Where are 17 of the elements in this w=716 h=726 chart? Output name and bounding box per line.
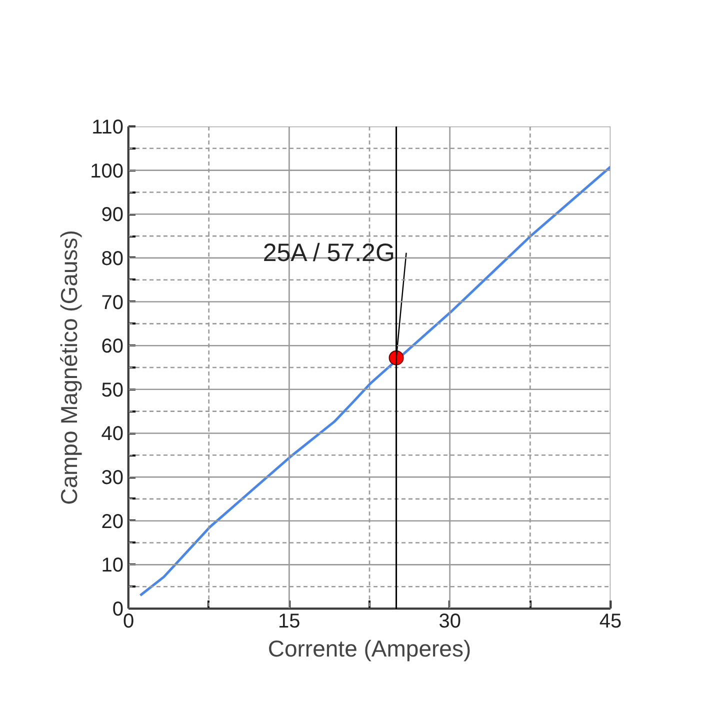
y-tick-label: 110 <box>92 116 124 138</box>
y-tick-label: 80 <box>101 248 124 270</box>
y-tick-label: 90 <box>101 204 124 226</box>
y-tick-label: 60 <box>101 336 124 358</box>
y-axis-title: Campo Magnético (Gauss) <box>56 230 82 505</box>
y-tick-label: 70 <box>101 292 124 314</box>
y-tick-label: 50 <box>101 379 124 402</box>
x-tick-label: 45 <box>599 610 622 632</box>
y-tick-label: 20 <box>101 510 124 533</box>
y-tick-label: 10 <box>101 554 124 577</box>
x-tick-label: 30 <box>438 610 461 632</box>
y-tick-label: 30 <box>101 467 124 490</box>
x-axis-title: Corrente (Amperes) <box>268 636 472 662</box>
x-tick-label: 15 <box>278 610 300 632</box>
annotation: 25A / 57.2G <box>262 238 395 267</box>
y-tick-label: 100 <box>90 160 124 182</box>
y-tick-label: 40 <box>101 423 124 446</box>
